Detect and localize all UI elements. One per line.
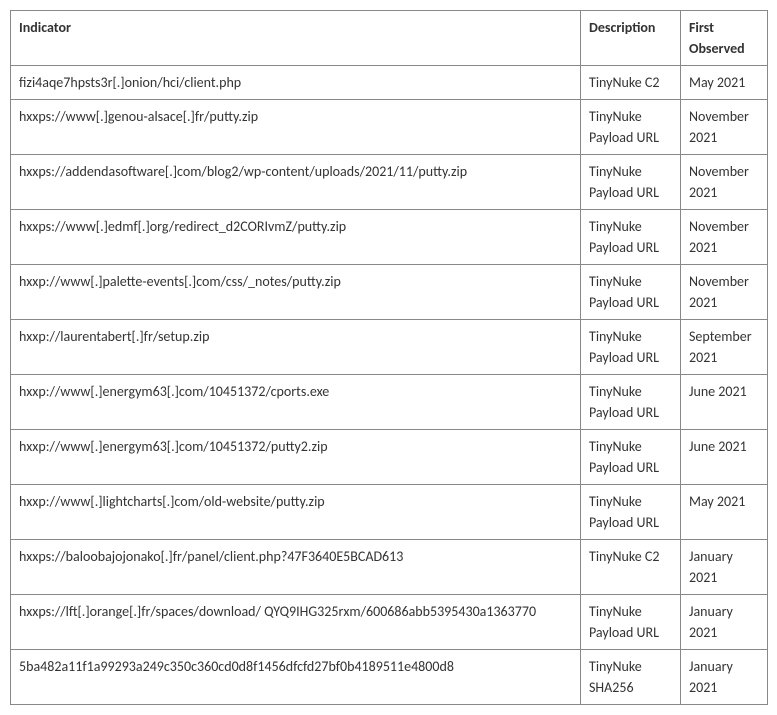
cell-observed: May 2021 [681, 66, 768, 100]
cell-description: TinyNuke SHA256 [581, 650, 681, 705]
table-row: hxxps://baloobajojonako[.]fr/panel/clien… [11, 540, 768, 595]
cell-observed: November 2021 [681, 265, 768, 320]
cell-observed: January 2021 [681, 595, 768, 650]
ioc-table: Indicator Description First Observed fiz… [10, 10, 768, 705]
table-row: fizi4aqe7hpsts3r[.]onion/hci/client.phpT… [11, 66, 768, 100]
table-row: hxxp://www[.]energym63[.]com/10451372/pu… [11, 430, 768, 485]
cell-description: TinyNuke Payload URL [581, 265, 681, 320]
cell-observed: September 2021 [681, 320, 768, 375]
table-row: hxxps://addendasoftware[.]com/blog2/wp-c… [11, 155, 768, 210]
cell-description: TinyNuke C2 [581, 66, 681, 100]
cell-indicator: hxxps://www[.]genou-alsace[.]fr/putty.zi… [11, 100, 581, 155]
cell-observed: June 2021 [681, 375, 768, 430]
cell-indicator: hxxps://lft[.]orange[.]fr/spaces/downloa… [11, 595, 581, 650]
cell-description: TinyNuke Payload URL [581, 155, 681, 210]
cell-indicator: hxxp://www[.]palette-events[.]com/css/_n… [11, 265, 581, 320]
cell-observed: November 2021 [681, 155, 768, 210]
cell-observed: May 2021 [681, 485, 768, 540]
cell-description: TinyNuke Payload URL [581, 320, 681, 375]
cell-observed: June 2021 [681, 430, 768, 485]
cell-observed: January 2021 [681, 540, 768, 595]
cell-description: TinyNuke Payload URL [581, 210, 681, 265]
cell-indicator: hxxp://laurentabert[.]fr/setup.zip [11, 320, 581, 375]
table-row: hxxps://www[.]genou-alsace[.]fr/putty.zi… [11, 100, 768, 155]
cell-indicator: hxxp://www[.]energym63[.]com/10451372/cp… [11, 375, 581, 430]
cell-indicator: fizi4aqe7hpsts3r[.]onion/hci/client.php [11, 66, 581, 100]
col-header-observed: First Observed [681, 11, 768, 66]
table-header-row: Indicator Description First Observed [11, 11, 768, 66]
col-header-indicator: Indicator [11, 11, 581, 66]
cell-indicator: hxxp://www[.]lightcharts[.]com/old-websi… [11, 485, 581, 540]
ioc-table-body: fizi4aqe7hpsts3r[.]onion/hci/client.phpT… [11, 66, 768, 705]
cell-observed: November 2021 [681, 210, 768, 265]
cell-description: TinyNuke Payload URL [581, 595, 681, 650]
cell-indicator: hxxps://baloobajojonako[.]fr/panel/clien… [11, 540, 581, 595]
table-row: hxxp://www[.]palette-events[.]com/css/_n… [11, 265, 768, 320]
cell-description: TinyNuke Payload URL [581, 485, 681, 540]
table-row: 5ba482a11f1a99293a249c350c360cd0d8f1456d… [11, 650, 768, 705]
cell-observed: November 2021 [681, 100, 768, 155]
cell-description: TinyNuke C2 [581, 540, 681, 595]
cell-indicator: hxxps://addendasoftware[.]com/blog2/wp-c… [11, 155, 581, 210]
table-row: hxxp://www[.]energym63[.]com/10451372/cp… [11, 375, 768, 430]
cell-description: TinyNuke Payload URL [581, 375, 681, 430]
cell-description: TinyNuke Payload URL [581, 430, 681, 485]
table-row: hxxp://laurentabert[.]fr/setup.zipTinyNu… [11, 320, 768, 375]
cell-indicator: hxxps://www[.]edmf[.]org/redirect_d2CORI… [11, 210, 581, 265]
cell-indicator: 5ba482a11f1a99293a249c350c360cd0d8f1456d… [11, 650, 581, 705]
cell-description: TinyNuke Payload URL [581, 100, 681, 155]
cell-observed: January 2021 [681, 650, 768, 705]
table-row: hxxps://www[.]edmf[.]org/redirect_d2CORI… [11, 210, 768, 265]
col-header-description: Description [581, 11, 681, 66]
table-row: hxxp://www[.]lightcharts[.]com/old-websi… [11, 485, 768, 540]
table-row: hxxps://lft[.]orange[.]fr/spaces/downloa… [11, 595, 768, 650]
cell-indicator: hxxp://www[.]energym63[.]com/10451372/pu… [11, 430, 581, 485]
